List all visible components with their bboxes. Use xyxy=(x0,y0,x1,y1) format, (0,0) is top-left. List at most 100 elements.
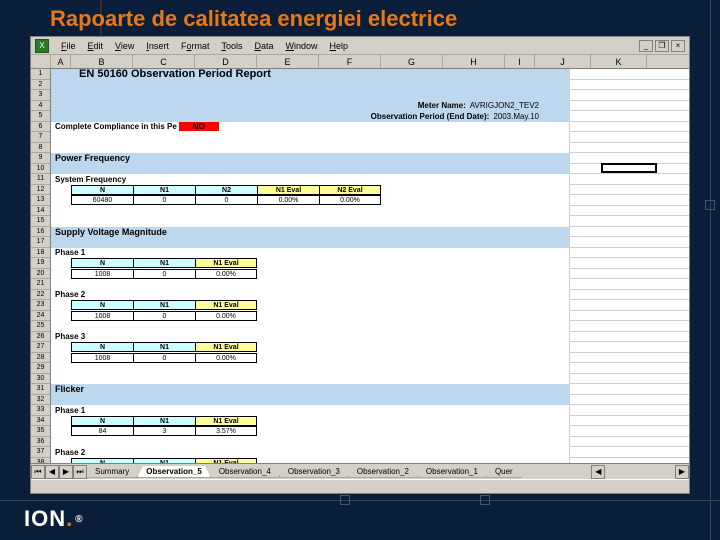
row-header[interactable]: 27 xyxy=(31,342,50,353)
col-header[interactable]: H xyxy=(443,55,505,68)
col-header[interactable]: B xyxy=(71,55,133,68)
col-header[interactable]: F xyxy=(319,55,381,68)
row-header[interactable]: 28 xyxy=(31,353,50,364)
row-header[interactable]: 26 xyxy=(31,332,50,343)
row-header[interactable]: 20 xyxy=(31,269,50,280)
row-header[interactable]: 36 xyxy=(31,437,50,448)
table-header: N1 Eval xyxy=(257,185,319,195)
col-header[interactable]: G xyxy=(381,55,443,68)
selected-cell[interactable] xyxy=(601,163,657,173)
row-header[interactable]: 5 xyxy=(31,111,50,122)
row-header[interactable]: 31 xyxy=(31,384,50,395)
sheet-tab-observation2[interactable]: Observation_2 xyxy=(348,466,418,478)
row-header[interactable]: 21 xyxy=(31,279,50,290)
menu-edit[interactable]: Edit xyxy=(82,41,110,51)
col-header[interactable]: D xyxy=(195,55,257,68)
report-title: EN 50160 Observation Period Report xyxy=(51,69,569,80)
table-header: N xyxy=(71,416,133,426)
cell-grid[interactable]: EN 50160 Observation Period Report Meter… xyxy=(51,69,689,463)
row-header[interactable]: 2 xyxy=(31,80,50,91)
col-header[interactable]: K xyxy=(591,55,647,68)
row-header[interactable]: 38 xyxy=(31,458,50,464)
table-header: N xyxy=(71,258,133,268)
menu-tools[interactable]: Tools xyxy=(215,41,248,51)
row-header[interactable]: 23 xyxy=(31,300,50,311)
row-header[interactable]: 4 xyxy=(31,101,50,112)
sheet-tab-summary[interactable]: Summary xyxy=(86,466,138,478)
app-icon: X xyxy=(35,39,49,53)
select-all-corner[interactable] xyxy=(31,55,51,68)
row-header[interactable]: 11 xyxy=(31,174,50,185)
menu-window[interactable]: Window xyxy=(279,41,323,51)
sheet-tab-observation4[interactable]: Observation_4 xyxy=(210,466,280,478)
window-close-icon[interactable]: × xyxy=(671,40,685,52)
col-header[interactable]: E xyxy=(257,55,319,68)
menu-view[interactable]: View xyxy=(109,41,140,51)
menu-file[interactable]: File xyxy=(55,41,82,51)
row-header[interactable]: 18 xyxy=(31,248,50,259)
col-header[interactable]: A xyxy=(51,55,71,68)
sheet-tab-observation3[interactable]: Observation_3 xyxy=(279,466,349,478)
row-header[interactable]: 22 xyxy=(31,290,50,301)
row-header[interactable]: 24 xyxy=(31,311,50,322)
menu-bar: X File Edit View Insert Format Tools Dat… xyxy=(31,37,689,55)
table-header: N1 Eval xyxy=(195,342,257,352)
table-cell: 1008 xyxy=(71,353,133,363)
window-restore-icon[interactable]: ❐ xyxy=(655,40,669,52)
flicker-phase1-label: Phase 1 xyxy=(51,405,569,416)
row-header[interactable]: 35 xyxy=(31,426,50,437)
menu-insert[interactable]: Insert xyxy=(140,41,175,51)
hscroll-right-icon[interactable]: ▶ xyxy=(675,465,689,479)
row-header[interactable]: 17 xyxy=(31,237,50,248)
report-content: EN 50160 Observation Period Report Meter… xyxy=(51,69,569,463)
tab-nav-next-icon[interactable]: ▶ xyxy=(59,465,73,479)
row-header[interactable]: 29 xyxy=(31,363,50,374)
hscroll-left-icon[interactable]: ◀ xyxy=(591,465,605,479)
row-header[interactable]: 7 xyxy=(31,132,50,143)
sheet-tab-query[interactable]: Quer xyxy=(486,466,522,478)
row-header[interactable]: 16 xyxy=(31,227,50,238)
row-header[interactable]: 1 xyxy=(31,69,50,80)
table-cell: 1008 xyxy=(71,269,133,279)
table-cell: 0.00% xyxy=(195,353,257,363)
table-header: N2 xyxy=(195,185,257,195)
section-voltage: Supply Voltage Magnitude xyxy=(51,227,569,238)
col-header[interactable]: C xyxy=(133,55,195,68)
menu-format[interactable]: Format xyxy=(175,41,216,51)
col-header[interactable]: J xyxy=(535,55,591,68)
row-header[interactable]: 3 xyxy=(31,90,50,101)
menu-data[interactable]: Data xyxy=(248,41,279,51)
row-header[interactable]: 8 xyxy=(31,143,50,154)
table-cell: 0 xyxy=(195,195,257,205)
table-cell: 3 xyxy=(133,426,195,436)
row-header[interactable]: 15 xyxy=(31,216,50,227)
row-header[interactable]: 13 xyxy=(31,195,50,206)
row-header[interactable]: 12 xyxy=(31,185,50,196)
row-header[interactable]: 34 xyxy=(31,416,50,427)
row-header[interactable]: 30 xyxy=(31,374,50,385)
row-header[interactable]: 37 xyxy=(31,447,50,458)
table-cell: 0 xyxy=(133,195,195,205)
table-cell: 84 xyxy=(71,426,133,436)
tab-nav-first-icon[interactable]: ⏮ xyxy=(31,465,45,479)
col-header[interactable]: I xyxy=(505,55,535,68)
row-header[interactable]: 25 xyxy=(31,321,50,332)
row-header[interactable]: 33 xyxy=(31,405,50,416)
row-header[interactable]: 32 xyxy=(31,395,50,406)
spreadsheet-window: X File Edit View Insert Format Tools Dat… xyxy=(30,36,690,494)
menu-help[interactable]: Help xyxy=(324,41,355,51)
table-cell: 0.00% xyxy=(195,269,257,279)
sheet-tab-observation5[interactable]: Observation_5 xyxy=(137,466,211,478)
row-header[interactable]: 19 xyxy=(31,258,50,269)
row-header[interactable]: 10 xyxy=(31,164,50,175)
row-header[interactable]: 9 xyxy=(31,153,50,164)
section-flicker: Flicker xyxy=(51,384,569,395)
window-min-icon[interactable]: _ xyxy=(639,40,653,52)
sheet-tab-observation1[interactable]: Observation_1 xyxy=(417,466,487,478)
column-headers: A B C D E F G H I J K xyxy=(31,55,689,69)
table-header: N1 xyxy=(133,458,195,463)
tab-nav-last-icon[interactable]: ⏭ xyxy=(73,465,87,479)
row-header[interactable]: 14 xyxy=(31,206,50,217)
row-header[interactable]: 6 xyxy=(31,122,50,133)
tab-nav-prev-icon[interactable]: ◀ xyxy=(45,465,59,479)
